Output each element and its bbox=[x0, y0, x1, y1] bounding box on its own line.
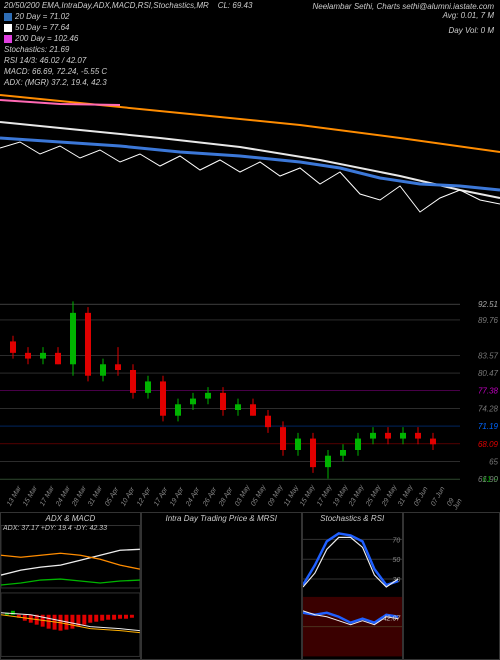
cl-value: 69.43 bbox=[232, 1, 252, 10]
rsi-text: RSI 14/3: 46.02 / 42.07 bbox=[4, 55, 284, 66]
dayvol-text: Day Vol: 0 M bbox=[312, 26, 494, 35]
date-tick: 17 Apr bbox=[153, 486, 169, 507]
credit-text: Neelambar Sethi, Charts sethi@alumni.ias… bbox=[312, 2, 494, 11]
svg-text:68.09: 68.09 bbox=[478, 440, 499, 449]
svg-text:80.47: 80.47 bbox=[478, 369, 499, 378]
date-tick: 05 Apr bbox=[104, 486, 120, 507]
ema20-text: 20 Day = 71.02 bbox=[15, 12, 69, 21]
ema20-swatch bbox=[4, 13, 12, 21]
ema50-text: 50 Day = 77.64 bbox=[15, 23, 69, 32]
date-tick: 09 Jun bbox=[446, 492, 465, 511]
stoch-rsi-panel: Stochastics & RSI 70503042.07 bbox=[302, 512, 403, 660]
date-tick: 19 Apr bbox=[169, 486, 185, 507]
candle-panel: 92.51 89.76 83.57 80.47 77.38 74.28 71.19 68.09… bbox=[0, 290, 500, 490]
header-right: Neelambar Sethi, Charts sethi@alumni.ias… bbox=[312, 2, 494, 35]
ema200-text: 200 Day = 102.46 bbox=[15, 34, 78, 43]
svg-text:65: 65 bbox=[489, 457, 498, 466]
date-tick: 05 Jun bbox=[413, 486, 430, 508]
svg-text:77.38: 77.38 bbox=[478, 387, 499, 396]
svg-text:71.19: 71.19 bbox=[478, 422, 499, 431]
svg-text:92.51: 92.51 bbox=[478, 300, 498, 309]
extra-panel bbox=[403, 512, 500, 660]
intraday-panel: Intra Day Trading Price & MRSI bbox=[141, 512, 302, 660]
header-block: 20/50/200 EMA,IntraDay,ADX,MACD,RSI,Stoc… bbox=[4, 0, 284, 99]
svg-text:42.07: 42.07 bbox=[382, 616, 401, 623]
avg-text: Avg: 0.01, 7 M bbox=[312, 11, 494, 20]
svg-text:61.90: 61.90 bbox=[478, 475, 499, 484]
sub1-text: ADX: 37.17 +DY: 19.4 -DY: 42.33 bbox=[3, 525, 107, 532]
cl-label: CL: bbox=[218, 1, 230, 10]
ema200-swatch bbox=[4, 35, 12, 43]
title-text: 20/50/200 EMA,IntraDay,ADX,MACD,RSI,Stoc… bbox=[4, 1, 209, 10]
date-tick: 12 Apr bbox=[136, 486, 152, 507]
adx-macd-panel: ADX & MACD ADX: 37.17 +DY: 19.4 -DY: 42.… bbox=[0, 512, 141, 660]
svg-text:50: 50 bbox=[392, 557, 400, 564]
date-tick: 26 Apr bbox=[202, 486, 218, 507]
macd-text: MACD: 66.69, 72.24, -5.55 C bbox=[4, 66, 284, 77]
date-tick: 10 Apr bbox=[120, 486, 136, 507]
date-tick: 24 Apr bbox=[185, 486, 201, 507]
svg-text:70: 70 bbox=[392, 537, 400, 544]
date-tick: 07 Jun bbox=[430, 486, 447, 508]
ema50-swatch bbox=[4, 24, 12, 32]
chart-root: 20/50/200 EMA,IntraDay,ADX,MACD,RSI,Stoc… bbox=[0, 0, 500, 660]
date-axis: 13 Mar15 Mar17 Mar24 Mar28 Mar31 Mar05 A… bbox=[0, 490, 460, 510]
sub2-title: Intra Day Trading Price & MRSI bbox=[142, 513, 301, 524]
svg-text:83.57: 83.57 bbox=[478, 351, 499, 360]
stoch-text: Stochastics: 21.69 bbox=[4, 44, 284, 55]
date-tick: 28 Apr bbox=[218, 486, 234, 507]
ma-panel bbox=[0, 90, 500, 230]
adx-text: ADX: (MGR) 37.2, 19.4, 42.3 bbox=[4, 77, 284, 88]
bottom-row: ADX & MACD ADX: 37.17 +DY: 19.4 -DY: 42.… bbox=[0, 512, 500, 658]
svg-text:89.76: 89.76 bbox=[478, 316, 499, 325]
svg-text:74.28: 74.28 bbox=[478, 404, 499, 413]
